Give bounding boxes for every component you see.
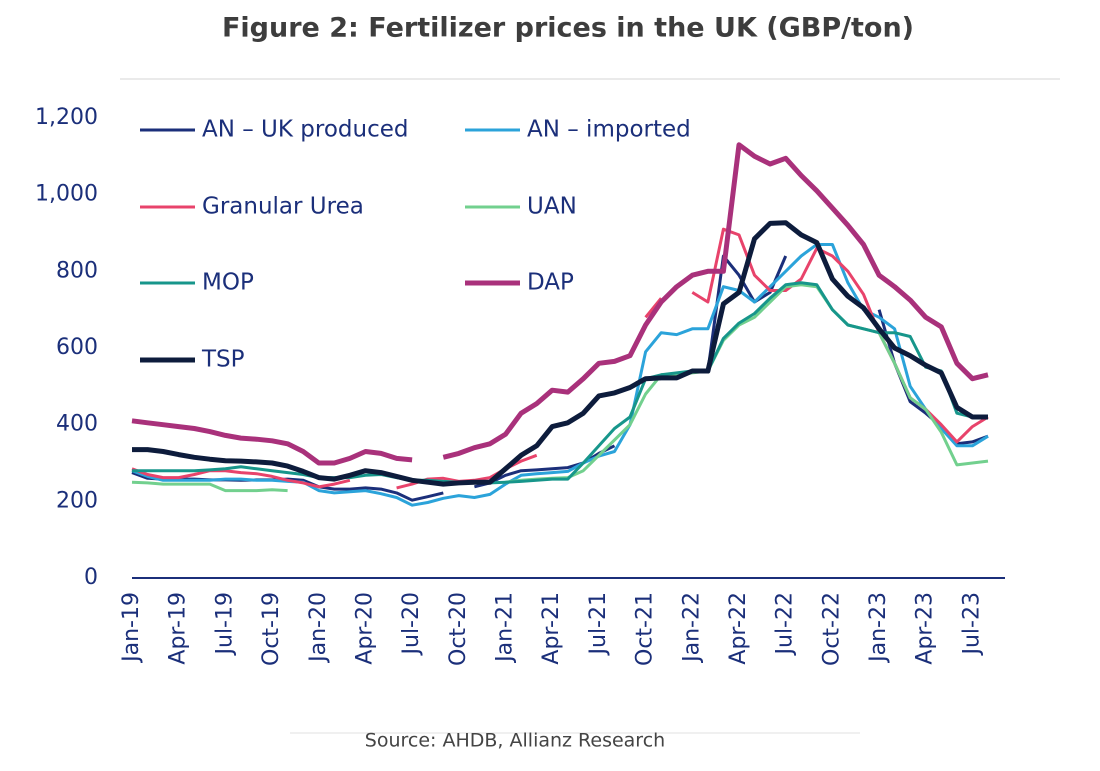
x-tick-label: Jul-19 — [212, 592, 237, 656]
source-note: Source: AHDB, Allianz Research — [365, 730, 665, 752]
x-tick-label: Jan-23 — [866, 592, 891, 664]
series-line — [132, 281, 988, 485]
x-tick-label: Apr-23 — [913, 592, 938, 665]
x-tick-label: Apr-21 — [539, 592, 564, 665]
series-line — [131, 283, 989, 493]
x-tick-label: Jan-21 — [493, 592, 518, 664]
x-tick-label: Jul-21 — [586, 592, 611, 656]
x-tick-label: Oct-22 — [819, 592, 844, 666]
legend-label: TSP — [201, 347, 245, 373]
chart-title: Figure 2: Fertilizer prices in the UK (G… — [222, 13, 914, 44]
x-tick-label: Apr-22 — [726, 592, 751, 665]
y-tick-label: 600 — [56, 335, 98, 360]
legend-label: AN – imported — [527, 117, 691, 143]
x-tick-label: Jul-23 — [959, 592, 984, 656]
series-line — [132, 220, 988, 487]
x-tick-label: Oct-21 — [633, 592, 658, 666]
y-tick-label: 0 — [84, 565, 98, 590]
y-tick-label: 1,200 — [35, 105, 98, 130]
y-tick-label: 800 — [56, 258, 98, 283]
legend-label: Granular Urea — [202, 194, 364, 220]
legend-label: UAN — [527, 194, 577, 220]
y-tick-label: 400 — [56, 412, 98, 437]
x-tick-label: Oct-19 — [259, 592, 284, 666]
y-tick-label: 1,000 — [35, 182, 98, 207]
x-tick-label: Apr-20 — [352, 592, 377, 665]
legend-label: DAP — [527, 270, 574, 296]
series-line — [131, 243, 989, 507]
series-line — [131, 142, 989, 466]
legend-label: MOP — [202, 270, 254, 296]
x-tick-label: Jul-20 — [399, 592, 424, 656]
x-tick-label: Jan-19 — [119, 592, 144, 664]
x-tick-label: Jul-22 — [773, 592, 798, 656]
x-tick-label: Jan-22 — [679, 592, 704, 664]
x-tick-label: Oct-20 — [446, 592, 471, 666]
series-line — [131, 227, 989, 490]
x-tick-label: Apr-19 — [166, 592, 191, 665]
legend-label: AN – UK produced — [202, 117, 408, 143]
y-tick-label: 200 — [56, 488, 98, 513]
x-tick-label: Jan-20 — [306, 592, 331, 664]
